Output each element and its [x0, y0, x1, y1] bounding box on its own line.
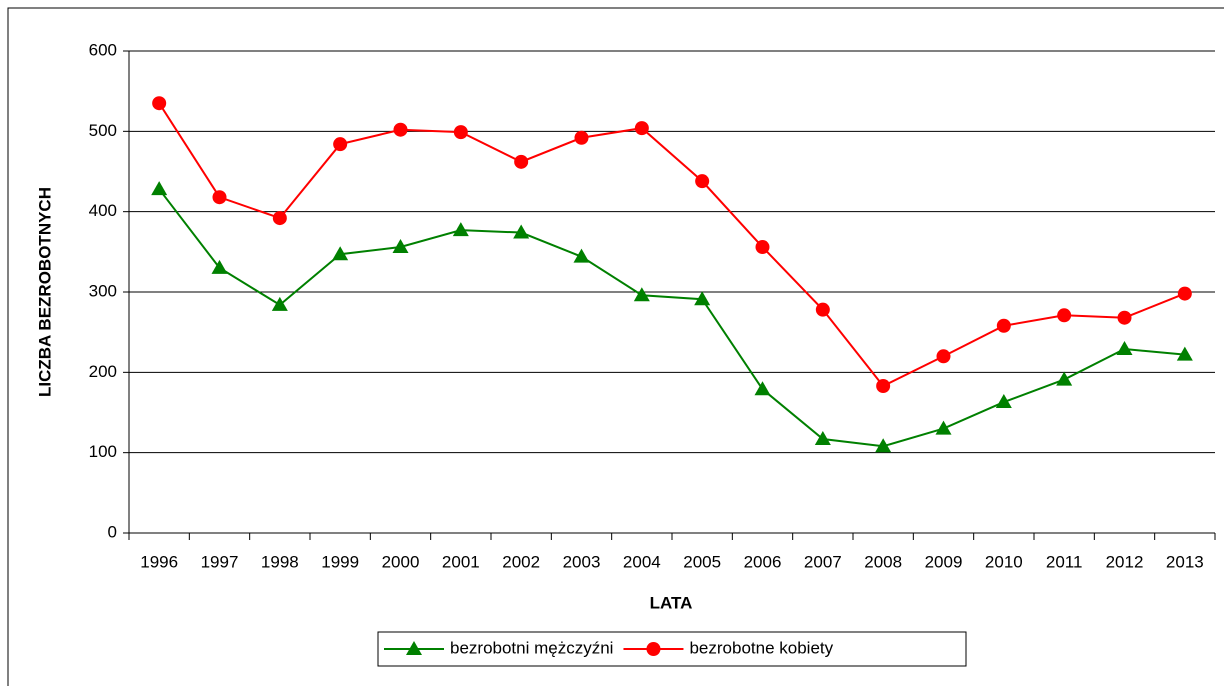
- marker: [935, 420, 952, 435]
- y-tick-label: 500: [89, 121, 117, 140]
- marker: [393, 122, 408, 137]
- y-axis-title: LICZBA BEZROBOTNYCH: [35, 187, 54, 397]
- marker: [211, 259, 228, 274]
- marker: [995, 394, 1012, 409]
- x-tick-label: 2005: [683, 552, 721, 571]
- y-tick-label: 400: [89, 201, 117, 220]
- marker: [453, 125, 468, 140]
- x-tick-label: 1998: [261, 552, 299, 571]
- x-tick-label: 2004: [623, 552, 661, 571]
- marker: [754, 381, 771, 396]
- marker: [694, 291, 711, 306]
- x-tick-label: 1997: [201, 552, 239, 571]
- x-tick-label: 2009: [925, 552, 963, 571]
- marker: [573, 248, 590, 263]
- series-line: [158, 188, 1185, 448]
- marker: [1116, 341, 1133, 356]
- legend-label: bezrobotni mężczyźni: [450, 638, 613, 657]
- x-tick-label: 2011: [1046, 552, 1083, 571]
- x-tick-label: 2008: [864, 552, 902, 571]
- x-tick-label: 1996: [140, 552, 178, 571]
- marker: [634, 121, 649, 136]
- marker: [1117, 310, 1132, 325]
- marker: [755, 240, 770, 255]
- y-tick-label: 100: [89, 442, 117, 461]
- marker: [876, 378, 891, 393]
- y-tick-label: 0: [108, 522, 117, 541]
- marker: [332, 246, 349, 261]
- x-tick-label: 2003: [563, 552, 601, 571]
- marker: [406, 641, 422, 655]
- marker: [574, 130, 589, 145]
- marker: [1176, 346, 1193, 361]
- marker: [695, 174, 710, 189]
- x-axis-title: LATA: [650, 593, 693, 612]
- marker: [151, 181, 168, 196]
- marker: [1057, 308, 1072, 323]
- y-tick-label: 300: [89, 281, 117, 300]
- marker: [936, 349, 951, 364]
- marker: [452, 222, 469, 237]
- marker: [1177, 286, 1192, 301]
- marker: [513, 224, 530, 239]
- x-tick-label: 1999: [321, 552, 359, 571]
- marker: [152, 96, 167, 111]
- marker: [514, 154, 529, 169]
- marker: [996, 318, 1011, 333]
- x-tick-label: 2013: [1166, 552, 1204, 571]
- marker: [1056, 371, 1073, 386]
- marker: [212, 190, 227, 205]
- marker: [333, 137, 348, 152]
- legend-label: bezrobotne kobiety: [689, 638, 833, 657]
- marker: [272, 211, 287, 226]
- marker: [633, 287, 650, 302]
- x-tick-label: 2006: [744, 552, 782, 571]
- x-tick-label: 2010: [985, 552, 1023, 571]
- x-tick-label: 2002: [502, 552, 540, 571]
- marker: [814, 431, 831, 446]
- y-tick-label: 200: [89, 362, 117, 381]
- marker: [646, 642, 661, 656]
- marker: [271, 296, 288, 311]
- x-tick-label: 2007: [804, 552, 842, 571]
- series-line: [158, 102, 1186, 388]
- marker: [392, 239, 409, 254]
- x-tick-label: 2001: [442, 552, 480, 571]
- chart-border: [7, 7, 1224, 691]
- x-tick-label: 2000: [382, 552, 420, 571]
- marker: [815, 302, 830, 317]
- marker: [875, 438, 892, 453]
- y-tick-label: 600: [89, 40, 117, 59]
- x-tick-label: 2012: [1106, 552, 1144, 571]
